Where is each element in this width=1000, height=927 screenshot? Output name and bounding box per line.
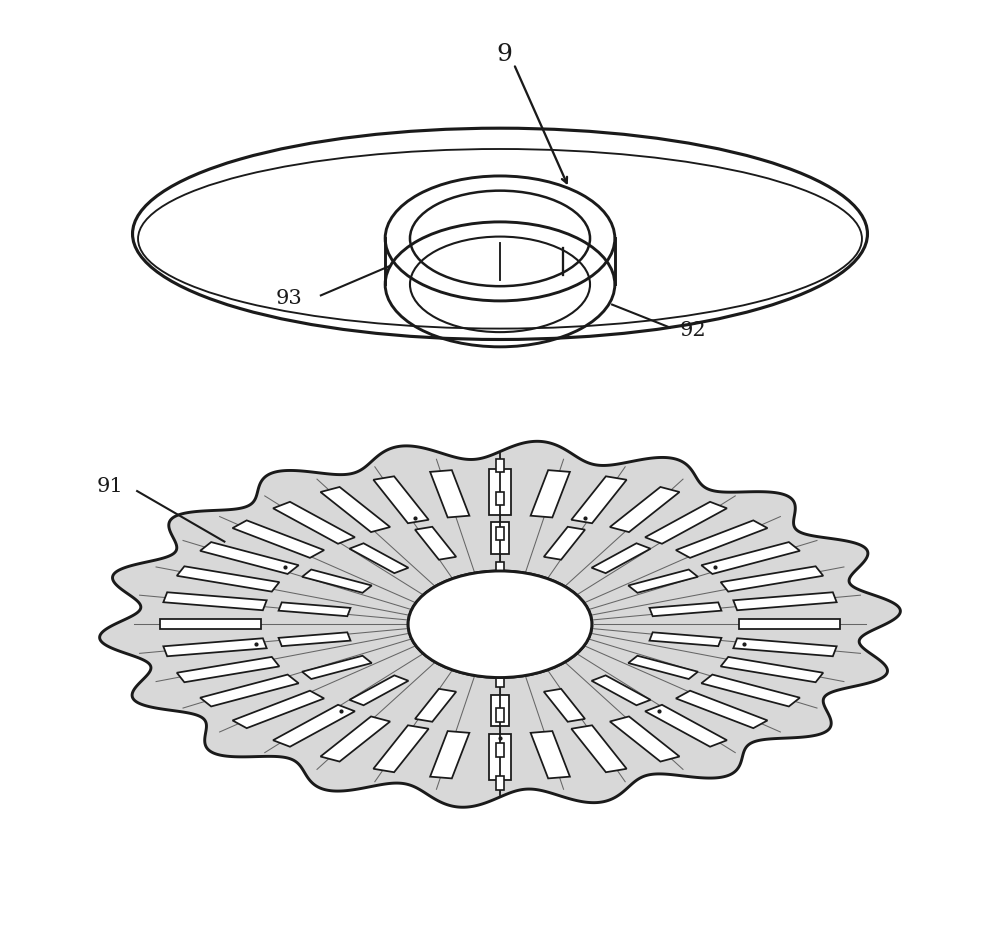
Polygon shape xyxy=(233,691,324,729)
Polygon shape xyxy=(701,542,800,574)
Polygon shape xyxy=(273,502,355,544)
Polygon shape xyxy=(160,619,261,629)
Polygon shape xyxy=(721,657,823,682)
Polygon shape xyxy=(592,676,651,705)
Polygon shape xyxy=(571,476,627,523)
Polygon shape xyxy=(163,639,267,656)
Text: 9: 9 xyxy=(497,44,513,66)
Polygon shape xyxy=(610,487,680,532)
Polygon shape xyxy=(349,676,408,705)
Polygon shape xyxy=(177,566,279,591)
Polygon shape xyxy=(279,632,351,646)
Polygon shape xyxy=(628,569,698,592)
Polygon shape xyxy=(489,469,511,514)
Polygon shape xyxy=(628,655,698,679)
Polygon shape xyxy=(302,655,372,679)
Polygon shape xyxy=(100,441,900,807)
Polygon shape xyxy=(373,476,429,523)
Polygon shape xyxy=(415,527,456,560)
Polygon shape xyxy=(496,459,504,473)
Polygon shape xyxy=(531,470,570,517)
Polygon shape xyxy=(489,733,511,780)
Polygon shape xyxy=(721,566,823,591)
Polygon shape xyxy=(645,705,727,747)
Polygon shape xyxy=(649,603,721,616)
Polygon shape xyxy=(496,708,504,722)
Polygon shape xyxy=(200,675,299,706)
Polygon shape xyxy=(496,673,504,687)
Polygon shape xyxy=(320,487,390,532)
Polygon shape xyxy=(496,562,504,576)
Polygon shape xyxy=(200,542,299,574)
Ellipse shape xyxy=(408,571,592,678)
Polygon shape xyxy=(531,731,570,779)
Polygon shape xyxy=(430,731,469,779)
Polygon shape xyxy=(163,592,267,610)
Polygon shape xyxy=(273,705,355,747)
Polygon shape xyxy=(373,725,429,772)
Polygon shape xyxy=(676,520,767,558)
Polygon shape xyxy=(496,776,504,790)
Polygon shape xyxy=(430,470,469,517)
Polygon shape xyxy=(491,694,509,727)
Polygon shape xyxy=(177,657,279,682)
Polygon shape xyxy=(649,632,721,646)
Polygon shape xyxy=(610,717,680,762)
Polygon shape xyxy=(279,603,351,616)
Polygon shape xyxy=(544,689,585,722)
Polygon shape xyxy=(733,592,837,610)
Text: 92: 92 xyxy=(680,321,706,340)
Polygon shape xyxy=(496,743,504,756)
Polygon shape xyxy=(415,689,456,722)
Polygon shape xyxy=(233,520,324,558)
Polygon shape xyxy=(733,639,837,656)
Ellipse shape xyxy=(408,571,592,678)
Polygon shape xyxy=(676,691,767,729)
Polygon shape xyxy=(701,675,800,706)
Polygon shape xyxy=(496,527,504,540)
Polygon shape xyxy=(302,569,372,592)
Polygon shape xyxy=(544,527,585,560)
Polygon shape xyxy=(349,543,408,573)
Polygon shape xyxy=(571,725,627,772)
Polygon shape xyxy=(592,543,651,573)
Text: 91: 91 xyxy=(96,477,123,496)
Polygon shape xyxy=(491,522,509,554)
Text: 93: 93 xyxy=(275,288,302,308)
Polygon shape xyxy=(739,619,840,629)
Polygon shape xyxy=(645,502,727,544)
Polygon shape xyxy=(320,717,390,762)
Polygon shape xyxy=(496,491,504,505)
